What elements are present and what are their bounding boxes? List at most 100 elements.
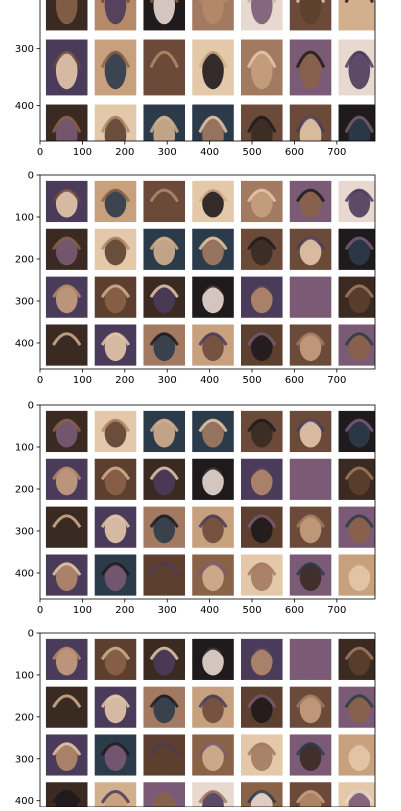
face-image-tile xyxy=(192,276,234,318)
face-image-tile xyxy=(45,180,88,223)
face-shape xyxy=(299,51,322,90)
hair-shape xyxy=(52,115,82,134)
face-shape xyxy=(104,743,127,772)
face-image-tile xyxy=(143,410,186,453)
hair-shape xyxy=(100,418,131,433)
hair-shape xyxy=(295,790,326,804)
face-shape xyxy=(202,515,224,544)
face-image-tile xyxy=(289,410,332,453)
face-image-tile xyxy=(94,228,137,270)
face-image-tile xyxy=(143,638,186,680)
face-image-tile xyxy=(338,686,375,728)
y-tick-label: 0 xyxy=(28,629,34,640)
face-shape xyxy=(348,333,371,362)
hair-shape xyxy=(52,284,82,298)
face-image-tile xyxy=(143,104,186,141)
face-shape xyxy=(153,237,176,266)
face-shape xyxy=(55,333,78,362)
face-shape xyxy=(104,333,127,362)
hair-shape xyxy=(198,236,228,251)
hair-shape xyxy=(247,514,277,528)
image-grid-panel-3: 0 100 200 300 400 500 600 700 0 100 200 300 400 xyxy=(15,401,376,616)
face-image-tile xyxy=(338,458,375,500)
face-shape xyxy=(104,285,127,314)
hair-shape xyxy=(198,418,228,433)
face-image-tile xyxy=(338,39,375,96)
face-tiles xyxy=(45,180,375,366)
hair-shape xyxy=(198,284,228,298)
face-shape xyxy=(153,51,176,90)
face-image-tile xyxy=(143,276,186,318)
face-shape xyxy=(104,419,127,448)
hair-shape xyxy=(149,466,179,481)
face-tiles xyxy=(45,410,375,596)
hair-shape xyxy=(247,236,277,251)
face-image-tile xyxy=(94,638,137,680)
x-tick-label: 200 xyxy=(115,375,134,386)
face-image-tile xyxy=(241,410,283,453)
face-image-tile xyxy=(45,734,88,776)
face-shape xyxy=(250,515,273,544)
face-image-tile xyxy=(289,104,332,141)
hair-shape xyxy=(344,284,374,298)
y-tick-label: 400 xyxy=(15,568,34,579)
face-shape xyxy=(153,467,176,496)
face-image-tile xyxy=(143,782,186,807)
face-image-tile xyxy=(241,324,283,366)
face-image-tile xyxy=(241,506,283,548)
axes-frame xyxy=(39,0,376,142)
face-image-tile xyxy=(289,228,332,270)
face-shape xyxy=(55,237,78,266)
hair-shape xyxy=(247,188,277,203)
hair-shape xyxy=(344,646,374,661)
face-image-tile xyxy=(241,638,283,680)
face-image-tile xyxy=(94,410,137,453)
face-shape xyxy=(153,285,176,314)
hair-shape xyxy=(295,236,326,251)
face-image-tile xyxy=(289,180,332,223)
face-shape xyxy=(202,419,224,448)
face-shape xyxy=(202,237,224,266)
hair-shape xyxy=(198,694,228,709)
face-image-tile xyxy=(338,104,375,141)
hair-shape xyxy=(295,514,326,528)
face-shape xyxy=(153,419,176,448)
face-shape xyxy=(250,743,273,772)
x-tick-label: 700 xyxy=(327,147,346,158)
y-tick-label: 400 xyxy=(15,796,34,807)
face-image-tile xyxy=(241,228,283,270)
hair-shape xyxy=(100,790,131,804)
hair-shape xyxy=(149,562,179,576)
face-image-tile xyxy=(94,686,137,728)
hair-shape xyxy=(100,188,131,203)
face-shape xyxy=(299,563,322,592)
face-shape xyxy=(250,467,273,496)
hair-shape xyxy=(52,646,82,661)
face-shape xyxy=(348,647,371,676)
face-shape xyxy=(202,563,224,592)
hair-shape xyxy=(295,466,326,481)
face-image-tile xyxy=(94,506,137,548)
face-tiles xyxy=(45,638,375,807)
hair-shape xyxy=(344,514,374,528)
face-image-tile xyxy=(45,458,88,500)
face-shape xyxy=(299,743,322,772)
face-shape xyxy=(202,467,224,496)
y-tick-label: 200 xyxy=(15,484,34,495)
face-image-tile xyxy=(289,734,332,776)
x-tick-label: 400 xyxy=(200,147,219,158)
hair-shape xyxy=(198,514,228,528)
hair-shape xyxy=(100,284,131,298)
hair-shape xyxy=(247,562,277,576)
hair-shape xyxy=(247,646,277,661)
hair-shape xyxy=(52,514,82,528)
face-shape xyxy=(202,189,224,218)
face-shape xyxy=(250,237,273,266)
face-image-tile xyxy=(143,0,186,31)
hair-shape xyxy=(295,115,326,134)
image-grid-panel-2: 0 100 200 300 400 500 600 700 0 100 200 300 400 xyxy=(15,171,376,386)
face-shape xyxy=(299,647,322,676)
face-image-tile xyxy=(192,506,234,548)
